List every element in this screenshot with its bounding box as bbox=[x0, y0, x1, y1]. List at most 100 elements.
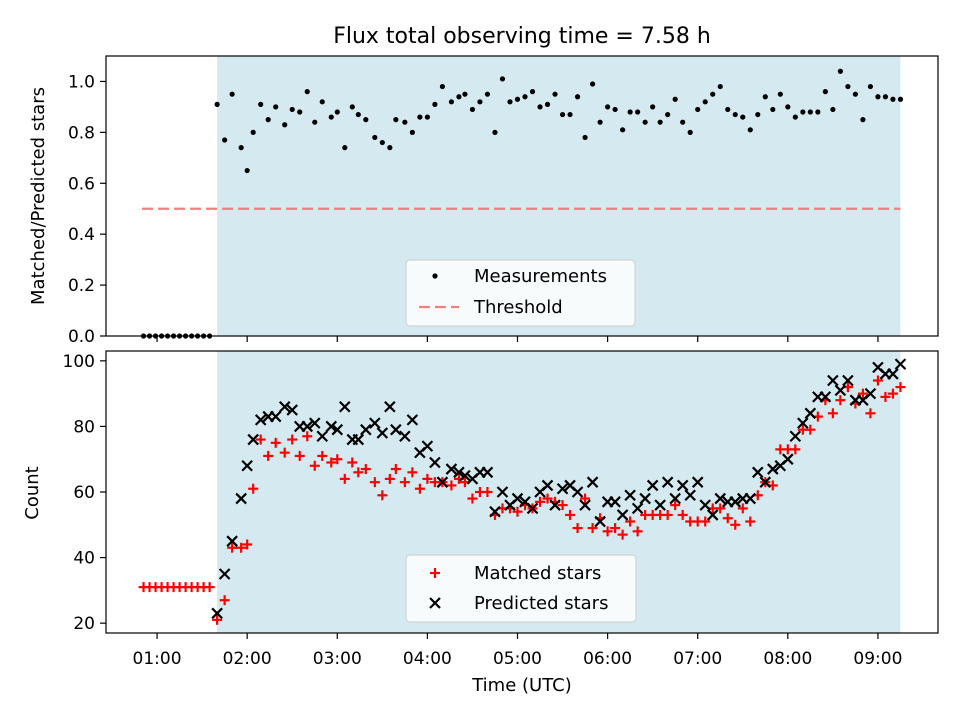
measurement-point bbox=[582, 134, 588, 141]
top-y-tick-label: 0.2 bbox=[68, 276, 95, 296]
measurement-point bbox=[349, 104, 355, 110]
measurement-point bbox=[567, 111, 573, 118]
predicted-star-point bbox=[646, 479, 659, 492]
measurement-point bbox=[695, 106, 701, 113]
predicted-star-point bbox=[864, 387, 877, 400]
top-x-ticks bbox=[156, 336, 879, 342]
measurement-point bbox=[837, 68, 843, 74]
predicted-star-point bbox=[827, 374, 839, 387]
measurement-point bbox=[890, 96, 896, 102]
chart-title: Flux total observing time = 7.58 h bbox=[333, 24, 711, 49]
measurement-point bbox=[665, 111, 671, 118]
measurement-point bbox=[875, 94, 881, 100]
predicted-star-point bbox=[399, 430, 411, 443]
matched-star-point bbox=[857, 388, 868, 399]
legend-threshold-label: Threshold bbox=[473, 297, 563, 318]
matched-star-point bbox=[263, 450, 274, 461]
matched-star-point bbox=[279, 447, 290, 458]
measurement-point bbox=[552, 91, 558, 97]
predicted-star-point bbox=[616, 509, 629, 521]
matched-star-point bbox=[360, 464, 371, 475]
measurement-point bbox=[424, 114, 430, 120]
measurement-point bbox=[265, 117, 271, 123]
top-legend: Measurements Threshold bbox=[405, 259, 636, 327]
x-tick-label: 03:00 bbox=[313, 649, 362, 669]
measurement-point bbox=[815, 109, 821, 115]
matched-star-point bbox=[446, 480, 457, 491]
predicted-star-point bbox=[609, 496, 621, 508]
measurement-point bbox=[867, 83, 874, 90]
measurement-point bbox=[439, 83, 446, 90]
measurement-point bbox=[477, 99, 483, 105]
measurement-point bbox=[484, 91, 491, 97]
measurement-point bbox=[244, 167, 250, 174]
matched-star-point bbox=[737, 503, 748, 514]
predicted-star-point bbox=[496, 486, 509, 498]
matched-star-point bbox=[212, 614, 223, 625]
matched-star-point bbox=[632, 526, 643, 537]
predicted-star-point bbox=[218, 568, 231, 580]
matched-star-point bbox=[677, 509, 688, 520]
x-tick-label: 08:00 bbox=[763, 649, 812, 669]
measurement-point bbox=[740, 114, 746, 120]
measurement-point bbox=[544, 101, 551, 107]
matched-star-point bbox=[204, 582, 215, 593]
legend-matched-marker bbox=[430, 568, 440, 578]
predicted-star-point bbox=[579, 499, 591, 511]
matched-star-point bbox=[369, 477, 380, 488]
measurement-point bbox=[492, 129, 498, 135]
measurement-point bbox=[605, 104, 611, 110]
matched-star-point bbox=[662, 509, 673, 520]
predicted-star-point bbox=[406, 414, 419, 426]
measurement-point bbox=[792, 114, 798, 120]
measurement-point bbox=[342, 145, 348, 151]
predicted-star-point bbox=[453, 466, 465, 479]
measurement-point bbox=[229, 91, 235, 97]
measurement-point bbox=[432, 101, 438, 107]
predicted-star-point bbox=[254, 414, 267, 426]
matched-star-point bbox=[617, 529, 628, 540]
predicted-star-point bbox=[241, 459, 253, 472]
predicted-star-point bbox=[286, 404, 299, 416]
measurement-point bbox=[732, 111, 738, 118]
measurement-point bbox=[559, 111, 566, 118]
predicted-star-point bbox=[211, 607, 223, 620]
legend-measurements-label: Measurements bbox=[474, 266, 607, 287]
matched-star-point bbox=[248, 483, 259, 494]
top-y-tick-label: 0.6 bbox=[68, 174, 95, 194]
predicted-star-point bbox=[376, 427, 389, 439]
measurement-point bbox=[822, 89, 828, 95]
measurement-point bbox=[620, 127, 626, 133]
matched-star-point bbox=[535, 496, 546, 507]
matched-star-point bbox=[602, 526, 613, 537]
predicted-star-point bbox=[511, 492, 524, 505]
bottom-x-axis-label: Time (UTC) bbox=[471, 675, 572, 696]
predicted-star-point bbox=[782, 453, 794, 465]
matched-star-point bbox=[887, 388, 898, 399]
measurement-point bbox=[372, 134, 378, 141]
measurement-point bbox=[409, 129, 415, 135]
predicted-star-point bbox=[436, 476, 449, 488]
top-y-tick-label: 0.8 bbox=[68, 123, 95, 143]
measurement-point bbox=[214, 101, 220, 107]
matched-star-point bbox=[805, 424, 816, 435]
measurement-point bbox=[289, 106, 295, 113]
matched-star-point bbox=[730, 519, 741, 530]
top-axes-frame bbox=[105, 55, 939, 337]
matched-stars-points bbox=[138, 375, 906, 625]
predicted-star-point bbox=[684, 489, 696, 502]
matched-star-point bbox=[587, 523, 598, 534]
matched-star-point bbox=[827, 408, 838, 419]
predicted-star-point bbox=[325, 420, 338, 433]
legend-measurements-marker bbox=[432, 273, 438, 279]
matched-star-point bbox=[399, 477, 410, 488]
matched-star-point bbox=[347, 457, 358, 468]
measurement-point bbox=[717, 83, 723, 90]
measurement-point bbox=[627, 109, 633, 115]
matched-star-point bbox=[270, 437, 281, 448]
top-y-axis-label: Matched/Predicted stars bbox=[28, 87, 49, 305]
x-tick-label: 04:00 bbox=[403, 649, 452, 669]
legend-matched-label: Matched stars bbox=[474, 563, 601, 584]
measurement-point bbox=[845, 83, 851, 90]
measurement-point bbox=[297, 109, 303, 115]
